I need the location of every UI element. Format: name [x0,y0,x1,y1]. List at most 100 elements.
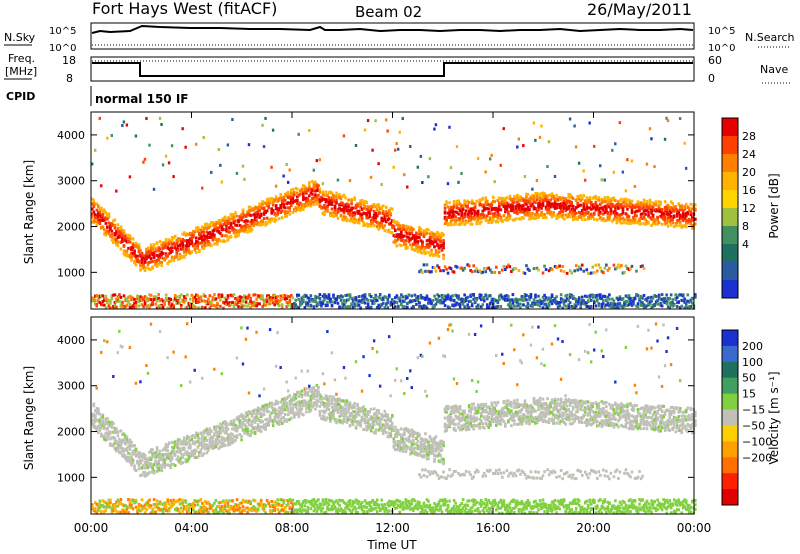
echo-cell [510,306,513,310]
echo-cell [192,231,195,235]
echo-cell [91,507,94,511]
echo-cell [232,293,236,297]
echo-cell [185,453,189,457]
echo-cell [140,473,144,477]
echo-cell [496,210,500,214]
echo-cell [675,301,679,305]
echo-cell [124,239,127,243]
echo-cell [143,466,147,470]
echo-cell [214,241,218,245]
echo-cell [225,234,228,238]
echo-cell [675,220,679,224]
echo-cell [427,269,430,273]
echo-cell [229,235,233,239]
echo-cell [103,297,106,301]
echo-cell [466,303,469,307]
echo-cell [394,148,397,152]
echo-cell [107,221,111,225]
echo-cell [583,294,587,298]
echo-cell [184,457,188,461]
echo-cell [671,301,674,305]
echo-cell [250,228,254,232]
echo-cell [104,431,108,435]
echo-cell [351,211,355,215]
echo-cell [188,242,192,246]
echo-cell [384,118,388,122]
echo-cell [238,224,242,228]
echo-cell [235,298,239,302]
echo-cell [627,296,631,300]
echo-cell [546,194,549,198]
echo-cell [226,216,230,220]
echo-cell [686,293,690,297]
echo-cell [318,300,322,304]
echo-cell [329,190,332,194]
echo-cell [302,208,305,212]
echo-cell [274,204,278,208]
echo-cell [273,298,277,302]
echo-cell [142,256,145,260]
echo-cell [558,264,561,268]
echo-cell [273,293,277,297]
echo-cell [505,218,509,222]
echo-cell [131,304,135,308]
echo-cell [134,263,138,267]
echo-cell [473,296,477,300]
echo-cell [241,211,245,215]
echo-cell [496,305,500,309]
freq-label-line2: [MHz] [5,65,37,78]
echo-cell [436,235,439,239]
echo-cell [339,197,343,201]
echo-cell [668,297,671,301]
echo-cell [321,299,325,303]
echo-cell [199,236,203,240]
echo-cell [378,224,382,228]
echo-cell [332,214,335,218]
echo-cell [136,294,139,298]
echo-cell [620,298,623,302]
echo-cell [136,460,139,464]
echo-cell [659,210,662,214]
echo-cell [511,301,515,305]
echo-cell [106,432,109,436]
echo-cell [121,235,124,239]
echo-cell [98,506,102,510]
echo-cell [172,242,176,246]
echo-cell [175,508,179,512]
echo-cell [110,234,114,238]
echo-cell [112,509,115,513]
echo-cell [293,199,296,203]
echo-cell [656,219,659,223]
echo-cell [449,215,453,219]
echo-cell [467,219,471,223]
echo-cell [208,225,212,229]
echo-cell [651,213,655,217]
echo-cell [614,206,617,210]
echo-cell [163,258,166,262]
echo-cell [345,205,349,209]
echo-cell [163,244,166,248]
echo-cell [125,254,129,258]
echo-cell [528,207,531,211]
echo-cell [678,216,682,220]
echo-cell [448,213,451,217]
echo-cell [223,234,227,238]
echo-cell [553,297,557,301]
echo-cell [268,302,272,306]
echo-cell [662,215,665,219]
echo-cell [116,511,120,515]
echo-cell [95,223,99,227]
echo-cell [113,218,117,222]
echo-cell [381,218,385,222]
echo-cell [100,421,103,425]
echo-cell [565,215,569,219]
echo-cell [173,443,177,447]
echo-cell [241,164,245,168]
echo-cell [392,219,396,223]
echo-cell [605,298,608,302]
echo-cell [481,303,485,307]
echo-cell [528,197,531,201]
echo-cell [410,229,414,233]
echo-cell [484,216,488,220]
ytick-label: 4000 [57,129,85,142]
